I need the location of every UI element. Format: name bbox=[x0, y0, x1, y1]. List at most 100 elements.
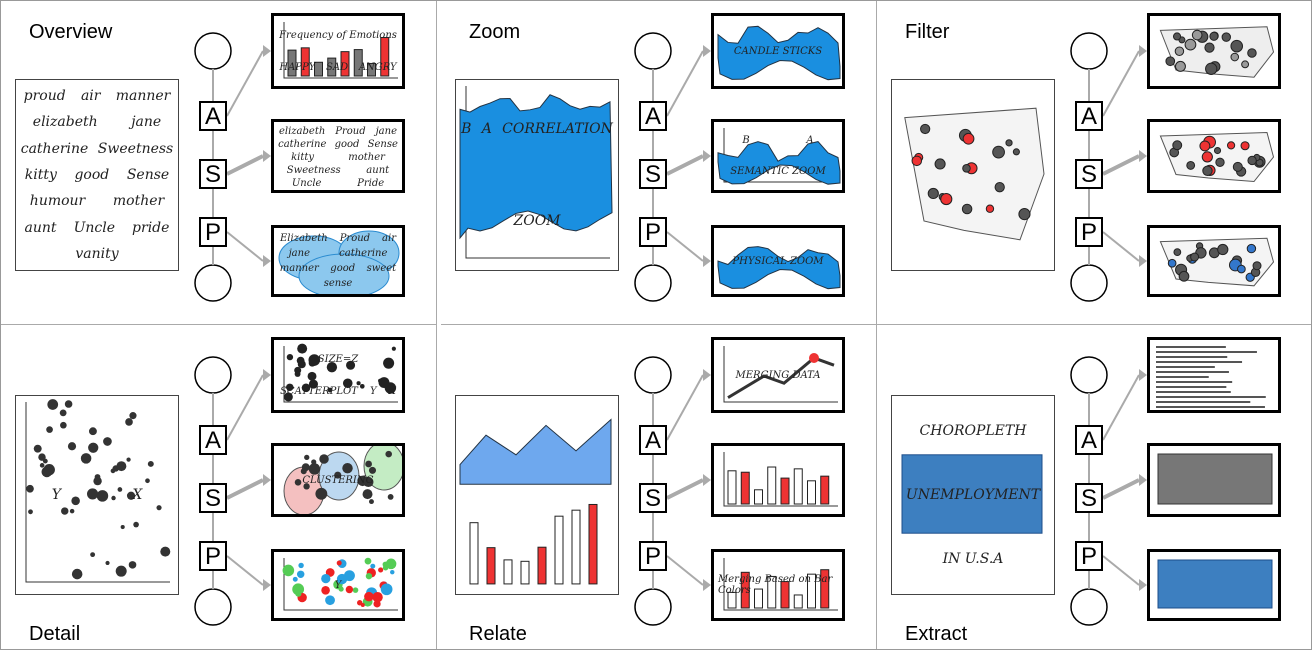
step-box: S bbox=[1075, 483, 1103, 513]
handwritten-text: B bbox=[461, 121, 472, 137]
blob bbox=[298, 253, 390, 294]
panel-title: Overview bbox=[29, 21, 113, 43]
handwritten-text: catherine bbox=[339, 248, 388, 259]
handwritten-text: good bbox=[74, 166, 110, 183]
handwritten-text: A bbox=[481, 121, 492, 137]
words: B A SEMANTIC ZOOM bbox=[718, 126, 838, 186]
state-circle bbox=[634, 32, 672, 70]
area bbox=[459, 418, 612, 485]
step-arrow bbox=[666, 231, 704, 262]
handwritten-text: PHYSICAL ZOOM bbox=[732, 255, 824, 267]
connectors bbox=[634, 32, 711, 302]
sketch bbox=[717, 25, 841, 81]
connectors bbox=[634, 356, 711, 626]
dot bbox=[115, 565, 127, 577]
map-dot bbox=[911, 155, 923, 167]
state-circle bbox=[634, 588, 672, 626]
dot bbox=[344, 570, 355, 582]
sketch bbox=[283, 343, 398, 403]
json-line bbox=[1156, 361, 1243, 363]
json-line bbox=[1156, 346, 1226, 348]
arrow-head bbox=[263, 45, 271, 57]
step-arrow bbox=[226, 555, 264, 586]
dot bbox=[160, 546, 171, 557]
bar bbox=[287, 49, 297, 77]
arrow-head bbox=[1139, 150, 1147, 162]
line bbox=[727, 356, 835, 399]
thumbnail bbox=[1147, 119, 1281, 193]
dot bbox=[358, 480, 363, 485]
bar bbox=[727, 470, 737, 505]
handwritten-text: X bbox=[132, 487, 143, 503]
handwritten-text: elizabeth bbox=[32, 114, 98, 131]
map-dot bbox=[1202, 165, 1213, 177]
handwritten-text: SEMANTIC ZOOM bbox=[730, 166, 826, 177]
sketch bbox=[717, 128, 841, 185]
words bbox=[1154, 450, 1274, 510]
dot bbox=[391, 346, 396, 351]
map-dot bbox=[1018, 208, 1031, 221]
words: elizabeth Proud jane catherine good Sense kitt… bbox=[278, 126, 398, 189]
words: PHYSICAL ZOOM bbox=[718, 232, 838, 290]
axes bbox=[723, 128, 838, 183]
panel-title: Detail bbox=[29, 623, 81, 645]
dot bbox=[365, 460, 372, 468]
dot bbox=[116, 461, 127, 472]
dot bbox=[297, 343, 308, 354]
map-dot bbox=[1204, 42, 1215, 53]
state-circle bbox=[1070, 32, 1108, 70]
handwritten-text: sweet bbox=[366, 263, 397, 274]
map-dot bbox=[934, 158, 946, 170]
step-arrow bbox=[1102, 154, 1140, 176]
handwritten-text: good bbox=[330, 263, 356, 274]
dot bbox=[71, 568, 83, 580]
axes bbox=[723, 346, 838, 403]
sketch bbox=[282, 557, 398, 611]
thumbnail bbox=[1147, 225, 1281, 297]
step-arrow bbox=[226, 50, 264, 117]
thumbnail: SIZE=Z SCATTERPLOT Y X bbox=[271, 337, 405, 413]
bar bbox=[754, 489, 763, 505]
step-box: A bbox=[199, 425, 227, 455]
connectors bbox=[1070, 356, 1147, 626]
words: CLUSTERING bbox=[278, 450, 398, 510]
sketch bbox=[723, 452, 838, 507]
json-line bbox=[1156, 371, 1229, 373]
dot bbox=[28, 509, 33, 515]
sketch-box: proud air manner elizabeth jane catherine Swee… bbox=[15, 79, 179, 271]
dot bbox=[87, 488, 99, 500]
thumbnail bbox=[1147, 337, 1281, 413]
dot bbox=[345, 585, 354, 594]
handwritten-text: CORRELATION bbox=[502, 121, 613, 137]
map-dot bbox=[1240, 141, 1250, 151]
map-dot bbox=[1199, 140, 1211, 152]
arrow-head bbox=[703, 150, 711, 162]
arrow-head bbox=[263, 579, 271, 591]
dot bbox=[319, 454, 329, 464]
words bbox=[1154, 20, 1274, 82]
dot bbox=[809, 353, 819, 363]
bar bbox=[820, 569, 830, 609]
sketch bbox=[459, 418, 612, 585]
dot bbox=[96, 490, 109, 502]
map-dot bbox=[1247, 48, 1257, 58]
sketch-box bbox=[455, 395, 619, 595]
words: Y bbox=[278, 556, 398, 614]
dot bbox=[303, 483, 310, 490]
sketch bbox=[723, 346, 838, 403]
step-box: S bbox=[199, 483, 227, 513]
bar bbox=[520, 560, 530, 585]
dot bbox=[356, 381, 361, 386]
step-box: S bbox=[199, 159, 227, 189]
dot bbox=[147, 460, 154, 467]
bar bbox=[780, 581, 790, 609]
map-dot bbox=[1205, 62, 1218, 75]
thumbnail bbox=[711, 443, 845, 517]
dot bbox=[385, 558, 397, 570]
map-dot bbox=[1173, 248, 1182, 257]
json-line bbox=[1156, 356, 1228, 358]
dot bbox=[38, 453, 46, 461]
panel-title: Extract bbox=[905, 623, 968, 645]
